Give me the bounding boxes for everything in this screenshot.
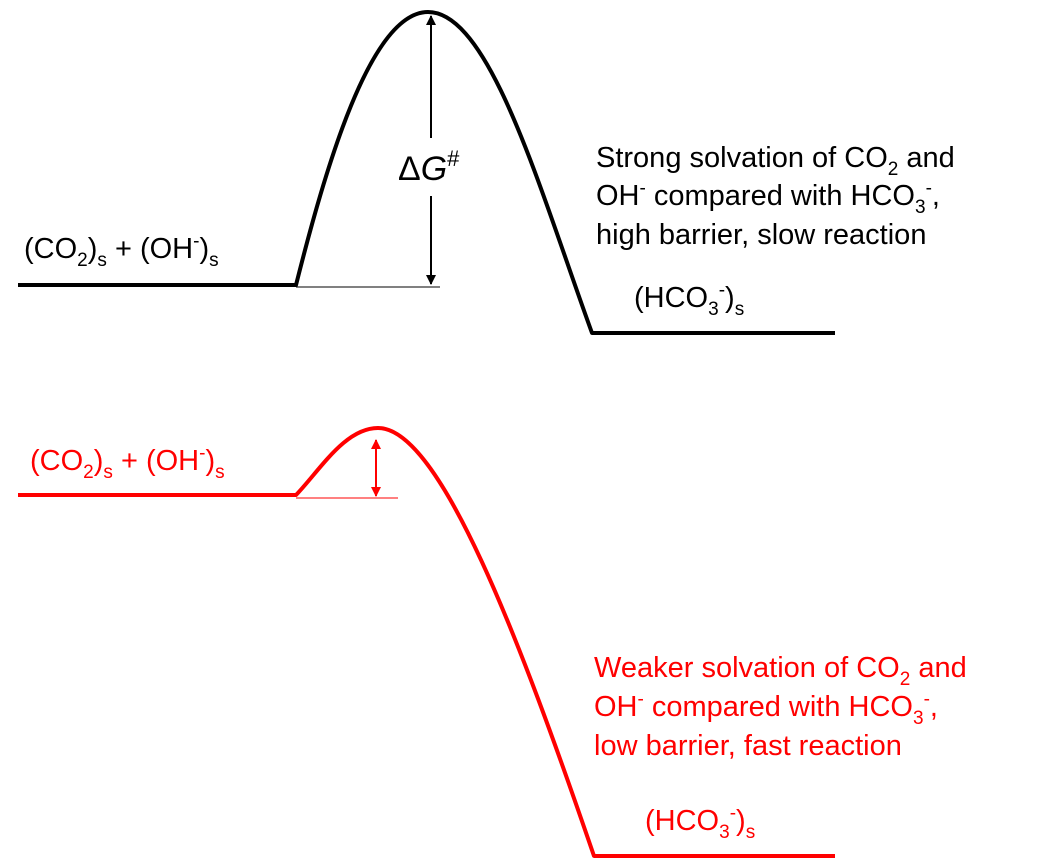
fast-note-line-2: OH- compared with HCO3-, bbox=[594, 689, 938, 729]
fast-note-line-1: Weaker solvation of CO2 and bbox=[594, 652, 967, 690]
slow-note-line-3: high barrier, slow reaction bbox=[596, 219, 926, 251]
slow-note: Strong solvation of CO2 and OH- compared… bbox=[596, 142, 955, 251]
fast-note-line-3: low barrier, fast reaction bbox=[594, 730, 902, 762]
fast-reaction-curve bbox=[18, 426, 835, 858]
fast-note: Weaker solvation of CO2 and OH- compared… bbox=[594, 652, 967, 762]
slow-note-line-2: OH- compared with HCO3-, bbox=[596, 178, 940, 218]
slow-profile: ΔG# (CO2)s + (OH-)s (HCO3-)s Strong solv… bbox=[18, 10, 955, 335]
slow-reaction-curve bbox=[18, 10, 835, 335]
barrier-label: ΔG# bbox=[398, 146, 460, 188]
slow-product-label: (HCO3-)s bbox=[634, 280, 744, 320]
fast-profile: (CO2)s + (OH-)s (HCO3-)s Weaker solvatio… bbox=[18, 426, 967, 858]
slow-note-line-1: Strong solvation of CO2 and bbox=[596, 142, 955, 180]
fast-reactant-label: (CO2)s + (OH-)s bbox=[30, 443, 225, 483]
fast-product-label: (HCO3-)s bbox=[645, 803, 755, 843]
slow-reactant-label: (CO2)s + (OH-)s bbox=[24, 231, 219, 271]
